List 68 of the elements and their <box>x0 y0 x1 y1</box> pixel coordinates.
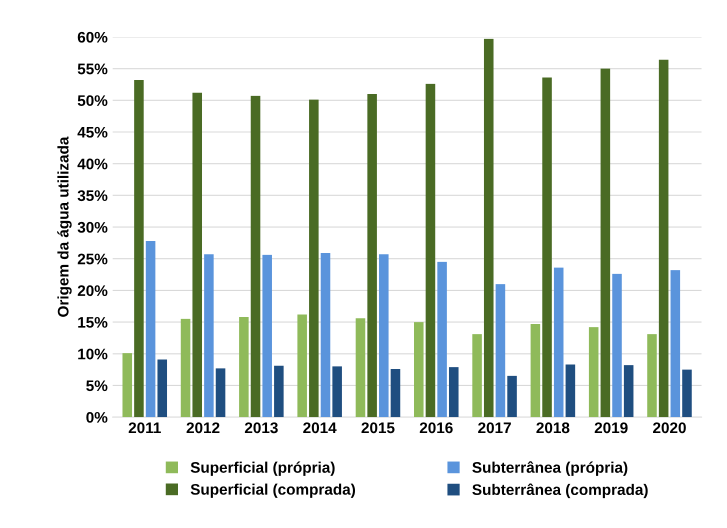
bar <box>262 254 272 418</box>
bar <box>192 92 202 418</box>
bar <box>250 96 260 418</box>
y-tick-label: 15% <box>78 316 108 328</box>
bar <box>530 324 540 418</box>
bar <box>588 327 598 418</box>
x-tick-label: 2011 <box>128 422 161 434</box>
y-axis-title: Origem da água utilizada <box>57 136 72 317</box>
bar <box>204 254 214 418</box>
bar <box>146 240 156 418</box>
y-tick-label: 35% <box>78 190 108 202</box>
bar <box>612 274 622 418</box>
bar <box>157 359 168 418</box>
bar <box>472 334 482 418</box>
legend-label: Subterrânea (comprada) <box>472 484 648 498</box>
y-tick-label: 55% <box>78 64 108 74</box>
bar <box>542 78 552 418</box>
legend-label: Subterrânea (própria) <box>472 461 628 476</box>
bar <box>624 365 634 418</box>
y-tick-label: 30% <box>78 222 108 233</box>
bar <box>507 376 517 418</box>
x-tick-label: 2019 <box>594 422 628 434</box>
y-tick-label: 5% <box>86 380 108 392</box>
bar <box>239 317 249 418</box>
bar <box>414 322 424 418</box>
y-tick-label: 45% <box>77 126 108 138</box>
bar <box>332 366 342 418</box>
bar <box>390 368 400 418</box>
y-tick-label: 10% <box>78 348 108 360</box>
y-tick-label: 60% <box>78 32 108 43</box>
bar <box>356 318 366 418</box>
x-tick-label: 2013 <box>244 422 278 434</box>
bar <box>367 94 377 418</box>
bar <box>426 84 436 418</box>
y-tick-label: 50% <box>78 95 108 106</box>
bar <box>647 334 657 418</box>
bar <box>496 284 506 418</box>
bar <box>670 270 680 418</box>
bar <box>309 100 319 418</box>
bar <box>554 268 564 418</box>
x-tick-label: 2014 <box>303 422 337 434</box>
bar <box>448 367 459 418</box>
x-tick-label: 2018 <box>536 422 570 434</box>
x-tick-label: 2015 <box>362 422 395 434</box>
x-tick-label: 2017 <box>478 422 511 434</box>
bar <box>437 262 447 418</box>
y-tick-label: 20% <box>78 285 108 296</box>
x-tick-label: 2020 <box>653 422 686 434</box>
y-tick-label: 25% <box>78 254 108 264</box>
y-tick-label: 40% <box>77 158 108 170</box>
x-tick-label: 2012 <box>186 422 220 434</box>
bar <box>379 254 389 418</box>
bar <box>134 80 144 418</box>
legend-label: Superficial (própria) <box>190 461 335 476</box>
bar <box>297 314 307 418</box>
bar <box>566 364 576 418</box>
bar <box>682 370 692 418</box>
bar <box>274 366 284 418</box>
bar <box>216 368 226 418</box>
legend-label: Superficial (comprada) <box>190 484 356 498</box>
y-tick-label: 0% <box>86 412 108 423</box>
bar <box>122 353 132 418</box>
x-tick-label: 2016 <box>420 422 453 434</box>
bar <box>320 253 330 418</box>
bar <box>484 38 494 418</box>
bar <box>180 318 190 418</box>
bar <box>658 60 668 418</box>
bar <box>600 68 610 418</box>
